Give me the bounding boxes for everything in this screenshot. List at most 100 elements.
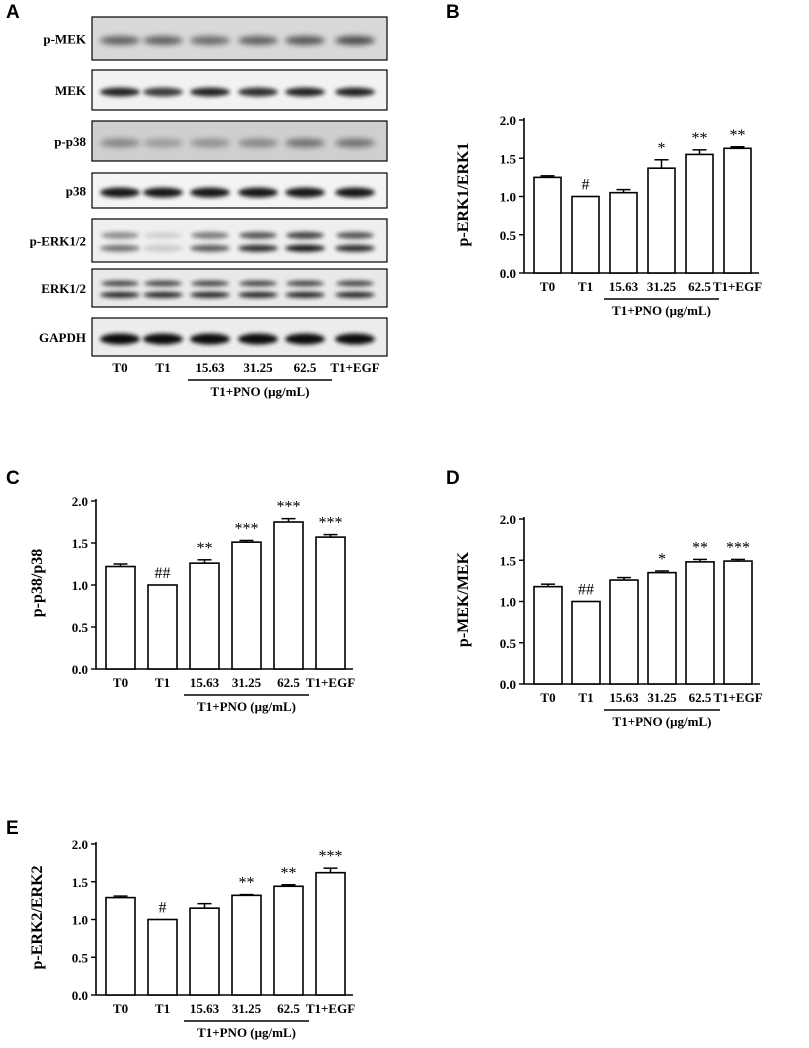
bar bbox=[147, 584, 178, 670]
blot-band bbox=[143, 291, 183, 298]
significance-marker: # bbox=[159, 900, 167, 917]
blot-band bbox=[143, 187, 183, 198]
bar bbox=[231, 541, 262, 670]
blot-band bbox=[190, 244, 230, 252]
bar bbox=[147, 918, 178, 996]
significance-marker: *** bbox=[277, 499, 301, 516]
blot-row-label: MEK bbox=[55, 83, 87, 98]
blot-strip-5 bbox=[91, 268, 388, 308]
blot-band bbox=[238, 291, 278, 298]
y-tick-label: 0.5 bbox=[500, 228, 517, 243]
blot-band bbox=[285, 36, 325, 45]
y-tick-label: 1.0 bbox=[72, 913, 88, 928]
x-tick-label: 62.5 bbox=[277, 675, 300, 690]
blot-band bbox=[335, 36, 375, 45]
y-tick-label: 1.5 bbox=[72, 536, 89, 551]
group-label: T1+PNO (μg/mL) bbox=[197, 699, 296, 714]
bar bbox=[105, 896, 136, 996]
blot-band bbox=[100, 36, 140, 45]
x-tick-label: T0 bbox=[113, 1001, 128, 1016]
blot-band bbox=[335, 291, 375, 298]
blot-band bbox=[190, 138, 230, 148]
panel-letter-e: E bbox=[6, 818, 19, 839]
x-tick-label: 15.63 bbox=[190, 1001, 220, 1016]
y-tick-label: 0.0 bbox=[500, 266, 516, 281]
y-tick-label: 1.5 bbox=[500, 151, 517, 166]
significance-marker: ## bbox=[155, 565, 171, 582]
x-tick-label: 62.5 bbox=[688, 279, 711, 294]
x-tick-label: 31.25 bbox=[647, 279, 677, 294]
y-axis-label: p-MEK/MEK bbox=[455, 551, 472, 647]
blot-band bbox=[285, 244, 325, 252]
x-tick-label: T1 bbox=[155, 1001, 170, 1016]
blot-lane-label: 31.25 bbox=[243, 360, 273, 375]
y-tick-label: 0.5 bbox=[72, 950, 89, 965]
y-tick-label: 0.0 bbox=[72, 662, 88, 677]
significance-marker: *** bbox=[319, 515, 343, 532]
blot-lane-label: T1+EGF bbox=[330, 360, 379, 375]
bar bbox=[533, 585, 563, 685]
blot-band bbox=[190, 187, 230, 198]
blot-band bbox=[238, 333, 278, 345]
blot-group-label: T1+PNO (μg/mL) bbox=[211, 384, 310, 399]
blot-band bbox=[101, 280, 139, 287]
y-tick-label: 2.0 bbox=[500, 113, 516, 128]
blot-band bbox=[100, 291, 140, 298]
blot-band bbox=[238, 244, 278, 252]
y-axis-label: p-p38/p38 bbox=[29, 549, 46, 617]
blot-band bbox=[238, 36, 278, 45]
bar bbox=[189, 562, 220, 670]
y-tick-label: 1.0 bbox=[500, 190, 516, 205]
blot-band bbox=[335, 138, 375, 148]
y-tick-label: 2.0 bbox=[72, 494, 88, 509]
blot-row-label: ERK1/2 bbox=[41, 281, 86, 296]
bar bbox=[231, 894, 262, 996]
blot-band bbox=[190, 36, 230, 45]
y-axis-label: p-ERK1/ERK1 bbox=[455, 142, 472, 246]
blot-band bbox=[335, 333, 375, 345]
blot-row-label: p38 bbox=[66, 184, 87, 199]
x-tick-label: T0 bbox=[113, 675, 128, 690]
blot-lane-label: 15.63 bbox=[195, 360, 225, 375]
blot-band bbox=[286, 231, 324, 239]
group-label: T1+PNO (μg/mL) bbox=[197, 1025, 296, 1040]
y-tick-label: 0.0 bbox=[500, 677, 516, 692]
bar-chart-p-p38: 0.0 0.5 1.0 1.5 2.0 p-p38/p38 T0 ## T1 ** 15.63 ***… bbox=[29, 494, 355, 714]
blot-lane-label: T1 bbox=[155, 360, 170, 375]
blot-band bbox=[191, 231, 229, 239]
significance-marker: *** bbox=[726, 539, 750, 556]
blot-band bbox=[285, 138, 325, 148]
blot-row-label: GAPDH bbox=[39, 330, 86, 345]
blot-lane-label: 62.5 bbox=[294, 360, 317, 375]
blot-band bbox=[190, 291, 230, 298]
blot-band bbox=[285, 291, 325, 298]
group-label: T1+PNO (μg/mL) bbox=[612, 303, 711, 318]
x-tick-label: T1+EGF bbox=[306, 675, 355, 690]
significance-marker: ** bbox=[197, 540, 213, 557]
bar bbox=[273, 521, 304, 670]
x-tick-label: 62.5 bbox=[689, 690, 712, 705]
x-tick-label: T1+EGF bbox=[713, 279, 762, 294]
blot-band bbox=[144, 231, 182, 239]
x-tick-label: 31.25 bbox=[232, 675, 262, 690]
x-tick-label: T1+EGF bbox=[306, 1001, 355, 1016]
blot-band bbox=[143, 87, 183, 97]
blot-band bbox=[100, 138, 140, 148]
blot-band bbox=[238, 138, 278, 148]
bar bbox=[571, 195, 600, 274]
blot-band bbox=[100, 87, 140, 97]
blot-band bbox=[335, 187, 375, 198]
blot-band bbox=[336, 280, 374, 287]
y-tick-label: 0.5 bbox=[72, 620, 89, 635]
significance-marker: ** bbox=[239, 875, 255, 892]
blot-band bbox=[143, 244, 183, 252]
bar bbox=[315, 871, 346, 996]
blot-band bbox=[335, 244, 375, 252]
blot-row-label: p-p38 bbox=[54, 134, 86, 149]
bar bbox=[105, 565, 136, 670]
blot-band bbox=[335, 87, 375, 97]
significance-marker: ** bbox=[281, 865, 297, 882]
y-tick-label: 2.0 bbox=[500, 512, 516, 527]
significance-marker: # bbox=[582, 177, 590, 194]
western-blot: p-MEK MEK p-p38 p38 p-ERK1/2 ERK1/2 GAPDH T0 T1 1… bbox=[30, 16, 388, 399]
